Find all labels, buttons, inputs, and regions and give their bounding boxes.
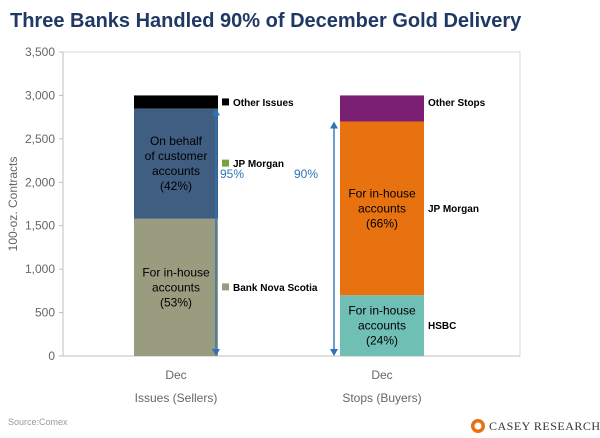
legend-swatch bbox=[222, 283, 229, 291]
bar-segment bbox=[134, 108, 218, 219]
legend-label: JP Morgan bbox=[428, 204, 479, 215]
segment-label: (53%) bbox=[160, 295, 192, 309]
segment-label: (66%) bbox=[366, 216, 398, 230]
x-axis-ticks: Dec Issues (Sellers) Dec Stops (Buyers) bbox=[135, 368, 422, 405]
y-tick-label: 500 bbox=[35, 306, 55, 320]
logo-mark-inner bbox=[474, 422, 482, 430]
chart-title: Three Banks Handled 90% of December Gold… bbox=[10, 10, 522, 32]
y-tick-label: 1,500 bbox=[25, 219, 55, 233]
y-axis-ticks: 0 500 1,000 1,500 2,000 2,500 3,000 3,500 bbox=[25, 45, 63, 363]
y-tick-label: 3,000 bbox=[25, 88, 55, 102]
legend-label: Other Issues bbox=[233, 98, 294, 109]
x-category-label: Stops (Buyers) bbox=[342, 391, 421, 405]
source-note: Source:Comex bbox=[8, 417, 68, 427]
legend-swatch bbox=[222, 159, 229, 167]
y-tick-label: 3,500 bbox=[25, 45, 55, 59]
casey-research-logo: CASEY RESEARCH bbox=[471, 419, 600, 433]
segment-label: For in-house bbox=[348, 304, 416, 318]
legend-label: HSBC bbox=[428, 321, 456, 332]
segment-label: of customer bbox=[145, 149, 208, 163]
bar-segment bbox=[134, 95, 218, 109]
y-tick-label: 2,500 bbox=[25, 132, 55, 146]
x-category-label: Issues (Sellers) bbox=[135, 391, 218, 405]
legend-swatch bbox=[417, 98, 424, 106]
share-percent-label: 95% bbox=[220, 167, 244, 181]
y-axis-label: 100-oz. Contracts bbox=[6, 157, 20, 252]
legend-label: Bank Nova Scotia bbox=[233, 283, 318, 294]
legend-swatch bbox=[222, 98, 229, 106]
segment-label: accounts bbox=[152, 164, 200, 178]
arrow-head-down-icon bbox=[330, 349, 338, 356]
legend-swatch bbox=[417, 321, 424, 329]
segment-label: On behalf bbox=[150, 134, 203, 148]
y-tick-label: 0 bbox=[48, 349, 55, 363]
bar-segment bbox=[340, 121, 424, 296]
x-tick-label: Dec bbox=[165, 368, 186, 382]
logo-text: CASEY RESEARCH bbox=[489, 419, 600, 433]
segment-label: (24%) bbox=[366, 334, 398, 348]
y-tick-label: 2,000 bbox=[25, 175, 55, 189]
legend-label: JP Morgan bbox=[233, 159, 284, 170]
segment-label: accounts bbox=[358, 319, 406, 333]
segment-label: (42%) bbox=[160, 179, 192, 193]
y-tick-label: 1,000 bbox=[25, 262, 55, 276]
segment-label: accounts bbox=[358, 201, 406, 215]
segment-label: For in-house bbox=[142, 265, 210, 279]
legend-swatch bbox=[417, 204, 424, 212]
share-percent-label: 90% bbox=[294, 167, 318, 181]
segment-label: For in-house bbox=[348, 186, 416, 200]
arrow-head-down-icon bbox=[212, 349, 220, 356]
legend-label: Other Stops bbox=[428, 98, 486, 109]
segment-label: accounts bbox=[152, 280, 200, 294]
x-tick-label: Dec bbox=[371, 368, 392, 382]
arrow-head-up-icon bbox=[330, 121, 338, 129]
bar-segment bbox=[340, 295, 424, 356]
bar-segment bbox=[134, 218, 218, 356]
arrow-head-up-icon bbox=[212, 108, 220, 116]
bar-segment bbox=[340, 95, 424, 122]
